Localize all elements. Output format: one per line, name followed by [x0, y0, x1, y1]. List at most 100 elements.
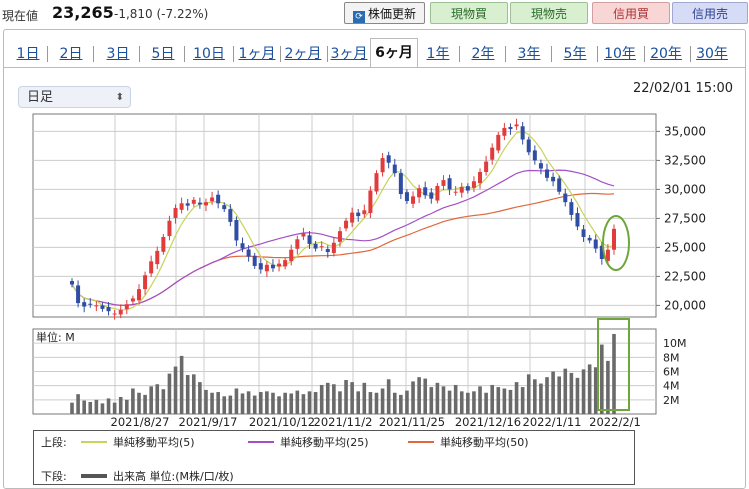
volume-bar — [112, 402, 117, 414]
volume-bar — [210, 392, 214, 414]
volume-bar — [520, 387, 525, 414]
tab-10d[interactable]: 10日 — [193, 46, 225, 62]
candle-body — [587, 237, 592, 241]
candle-body — [490, 147, 495, 160]
candle-body — [325, 249, 330, 253]
tab-1y[interactable]: 1年 — [426, 46, 450, 62]
volume-bar — [514, 382, 519, 414]
candle-body — [417, 188, 422, 198]
tab-20y[interactable]: 20年 — [650, 46, 682, 62]
candle-body — [234, 220, 239, 241]
volume-bar — [198, 382, 202, 414]
candle-body — [478, 172, 483, 184]
candle-body — [216, 194, 221, 204]
volume-bar — [539, 383, 543, 414]
volume-bar — [472, 391, 476, 414]
candle-body — [313, 243, 318, 249]
candle-body — [155, 250, 160, 265]
cash-buy-button[interactable]: 現物買 — [430, 2, 508, 24]
tab-separator — [690, 46, 691, 62]
candle-body — [240, 243, 245, 249]
interval-select-value: 日足 — [27, 90, 54, 105]
tab-30y[interactable]: 30年 — [696, 46, 728, 62]
tab-5y[interactable]: 5年 — [563, 46, 587, 62]
volume-tick-label: 4M — [663, 380, 680, 393]
tab-1m[interactable]: 1ヶ月 — [238, 46, 276, 62]
candle-body — [392, 164, 397, 174]
tab-2d[interactable]: 2日 — [59, 46, 83, 62]
chart-datetime: 22/02/01 15:00 — [633, 81, 733, 96]
margin-buy-button[interactable]: 信用買 — [592, 2, 670, 24]
volume-bar — [319, 384, 324, 414]
price-tick-label: 35,000 — [664, 124, 706, 138]
candle-body — [130, 298, 135, 302]
candle-body — [344, 220, 349, 229]
tab-1d[interactable]: 1日 — [16, 46, 40, 62]
legend-upper-label: 上段: — [41, 436, 67, 449]
volume-tick-label: 8M — [663, 351, 680, 364]
candle-body — [331, 242, 336, 253]
x-tick-label: 2021/12/16 — [455, 415, 521, 429]
chevron-updown-icon: ⬍ — [115, 92, 124, 103]
candle-body — [526, 139, 531, 153]
candle-body — [295, 239, 300, 249]
price-tick-label: 30,000 — [664, 182, 706, 196]
candle-body — [100, 305, 105, 309]
candle-body — [398, 173, 403, 195]
tab-10y[interactable]: 10年 — [604, 46, 636, 62]
candle-body — [106, 307, 111, 312]
tab-3d[interactable]: 3日 — [106, 46, 130, 62]
volume-bar — [490, 384, 495, 414]
legend-sma50-text: 単純移動平均(50) — [440, 436, 529, 449]
candle-body — [538, 163, 543, 169]
volume-bar — [575, 377, 580, 414]
tab-3y[interactable]: 3年 — [517, 46, 541, 62]
tabs-underline — [3, 67, 746, 68]
price-plot-frame — [32, 113, 657, 318]
candle-body — [532, 150, 537, 161]
volume-bar — [283, 392, 287, 414]
volume-bar — [88, 401, 93, 414]
legend-lower-label: 下段: — [41, 470, 67, 483]
candle-body — [337, 231, 342, 242]
volume-bar — [380, 388, 385, 414]
tab-separator — [280, 46, 281, 62]
volume-bar — [399, 394, 403, 414]
volume-bar — [118, 397, 123, 414]
x-tick-label: 2021/9/17 — [179, 415, 238, 429]
legend-volume-swatch — [81, 474, 107, 478]
x-tick-label: 2021/11/2 — [314, 415, 373, 429]
price-change: -1,810 (-7.22%) — [114, 7, 209, 21]
cash-sell-button[interactable]: 現物売 — [510, 2, 588, 24]
candle-body — [289, 249, 294, 262]
update-price-button[interactable]: ⟳ 株価更新 — [344, 2, 425, 24]
legend-sma25-swatch — [248, 441, 274, 443]
tab-separator — [233, 46, 234, 62]
candle-body — [569, 202, 574, 215]
volume-bar — [350, 382, 354, 414]
tab-2m[interactable]: 2ヶ月 — [284, 46, 322, 62]
candle-body — [94, 305, 99, 307]
margin-sell-button[interactable]: 信用売 — [672, 2, 748, 24]
candle-body — [70, 281, 74, 285]
candle-body — [557, 178, 562, 192]
interval-select[interactable]: 日足 ⬍ — [18, 86, 131, 108]
tab-2y[interactable]: 2年 — [471, 46, 495, 62]
tab-separator — [644, 46, 645, 62]
highlight-ellipse — [602, 215, 630, 271]
tab-3m[interactable]: 3ヶ月 — [330, 46, 368, 62]
tab-separator — [327, 46, 328, 62]
tab-5d[interactable]: 5日 — [151, 46, 175, 62]
volume-tick-label: 10M — [663, 337, 687, 350]
refresh-icon: ⟳ — [352, 11, 365, 23]
tab-6m[interactable]: 6ヶ月 — [370, 38, 418, 67]
legend-sma50-swatch — [408, 441, 434, 443]
current-price-label: 現在値 — [2, 9, 39, 23]
x-tick-label: 2022/2/1 — [589, 415, 641, 429]
volume-bar — [246, 391, 251, 414]
volume-tick-label: 2M — [663, 394, 680, 407]
volume-bar — [82, 400, 86, 414]
volume-bar — [533, 379, 537, 414]
candle-body — [599, 245, 604, 259]
volume-bar — [265, 391, 269, 414]
